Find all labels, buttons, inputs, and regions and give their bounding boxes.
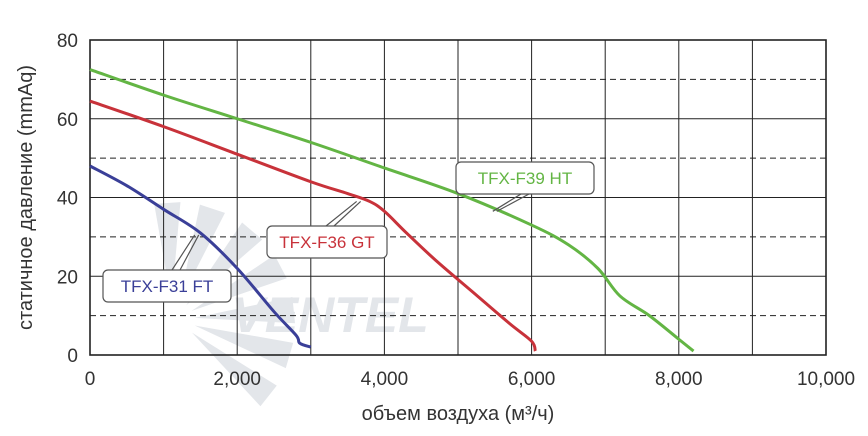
y-tick-label: 80: [57, 31, 78, 52]
x-tick-label: 2,000: [213, 369, 261, 390]
x-tick-label: 6,000: [508, 369, 556, 390]
series-callouts: TFX-F31 FT TFX-F36 GT TFX-F39 HT: [102, 161, 595, 303]
callout-pointer: [492, 193, 530, 212]
watermark-text: VENTEL: [231, 287, 428, 343]
x-tick-label: 0: [85, 369, 96, 390]
callout-box: [102, 269, 232, 303]
watermark-fan-blade: [191, 332, 277, 407]
y-tick-label: 40: [57, 189, 78, 210]
ventel-watermark: VENTEL: [154, 202, 429, 407]
callout-tfx-f39-ht: TFX-F39 HT: [455, 161, 595, 212]
series-line-tfx-f36-gt: [89, 99, 537, 352]
callout-tfx-f36-gt: TFX-F36 GT: [266, 201, 388, 259]
watermark-fan-blade: [194, 297, 295, 324]
series-line-tfx-f39-ht: [89, 68, 695, 353]
x-axis-title: объем воздуха (м³/ч): [362, 403, 555, 425]
callout-tfx-f31-ft: TFX-F31 FT: [102, 234, 232, 303]
callout-pointer: [325, 201, 362, 227]
watermark-fan-blade: [154, 202, 181, 303]
y-tick-label: 0: [67, 346, 78, 367]
callout-box: [455, 161, 595, 195]
callout-box: [266, 225, 388, 259]
y-tick-label: 20: [57, 267, 78, 288]
x-tick-label: 10,000: [797, 369, 855, 390]
series-label: TFX-F39 HT: [478, 169, 572, 188]
series-label: TFX-F31 FT: [121, 277, 214, 296]
y-axis-ticks: 0 20 40 60 80: [57, 31, 78, 367]
x-axis-ticks: 0 2,000 4,000 6,000 8,000 10,000: [85, 369, 855, 390]
callout-pointer: [171, 234, 200, 271]
plot-frame: [89, 39, 827, 356]
watermark-fan-blade: [194, 325, 294, 369]
x-tick-label: 8,000: [655, 369, 703, 390]
series-label: TFX-F36 GT: [279, 233, 374, 252]
y-tick-label: 60: [57, 110, 78, 131]
series-line-tfx-f31-ft: [89, 164, 312, 349]
y-axis-title: статичное давление (mmAq): [15, 65, 37, 330]
x-tick-label: 4,000: [361, 369, 409, 390]
chart-series: [89, 68, 695, 353]
